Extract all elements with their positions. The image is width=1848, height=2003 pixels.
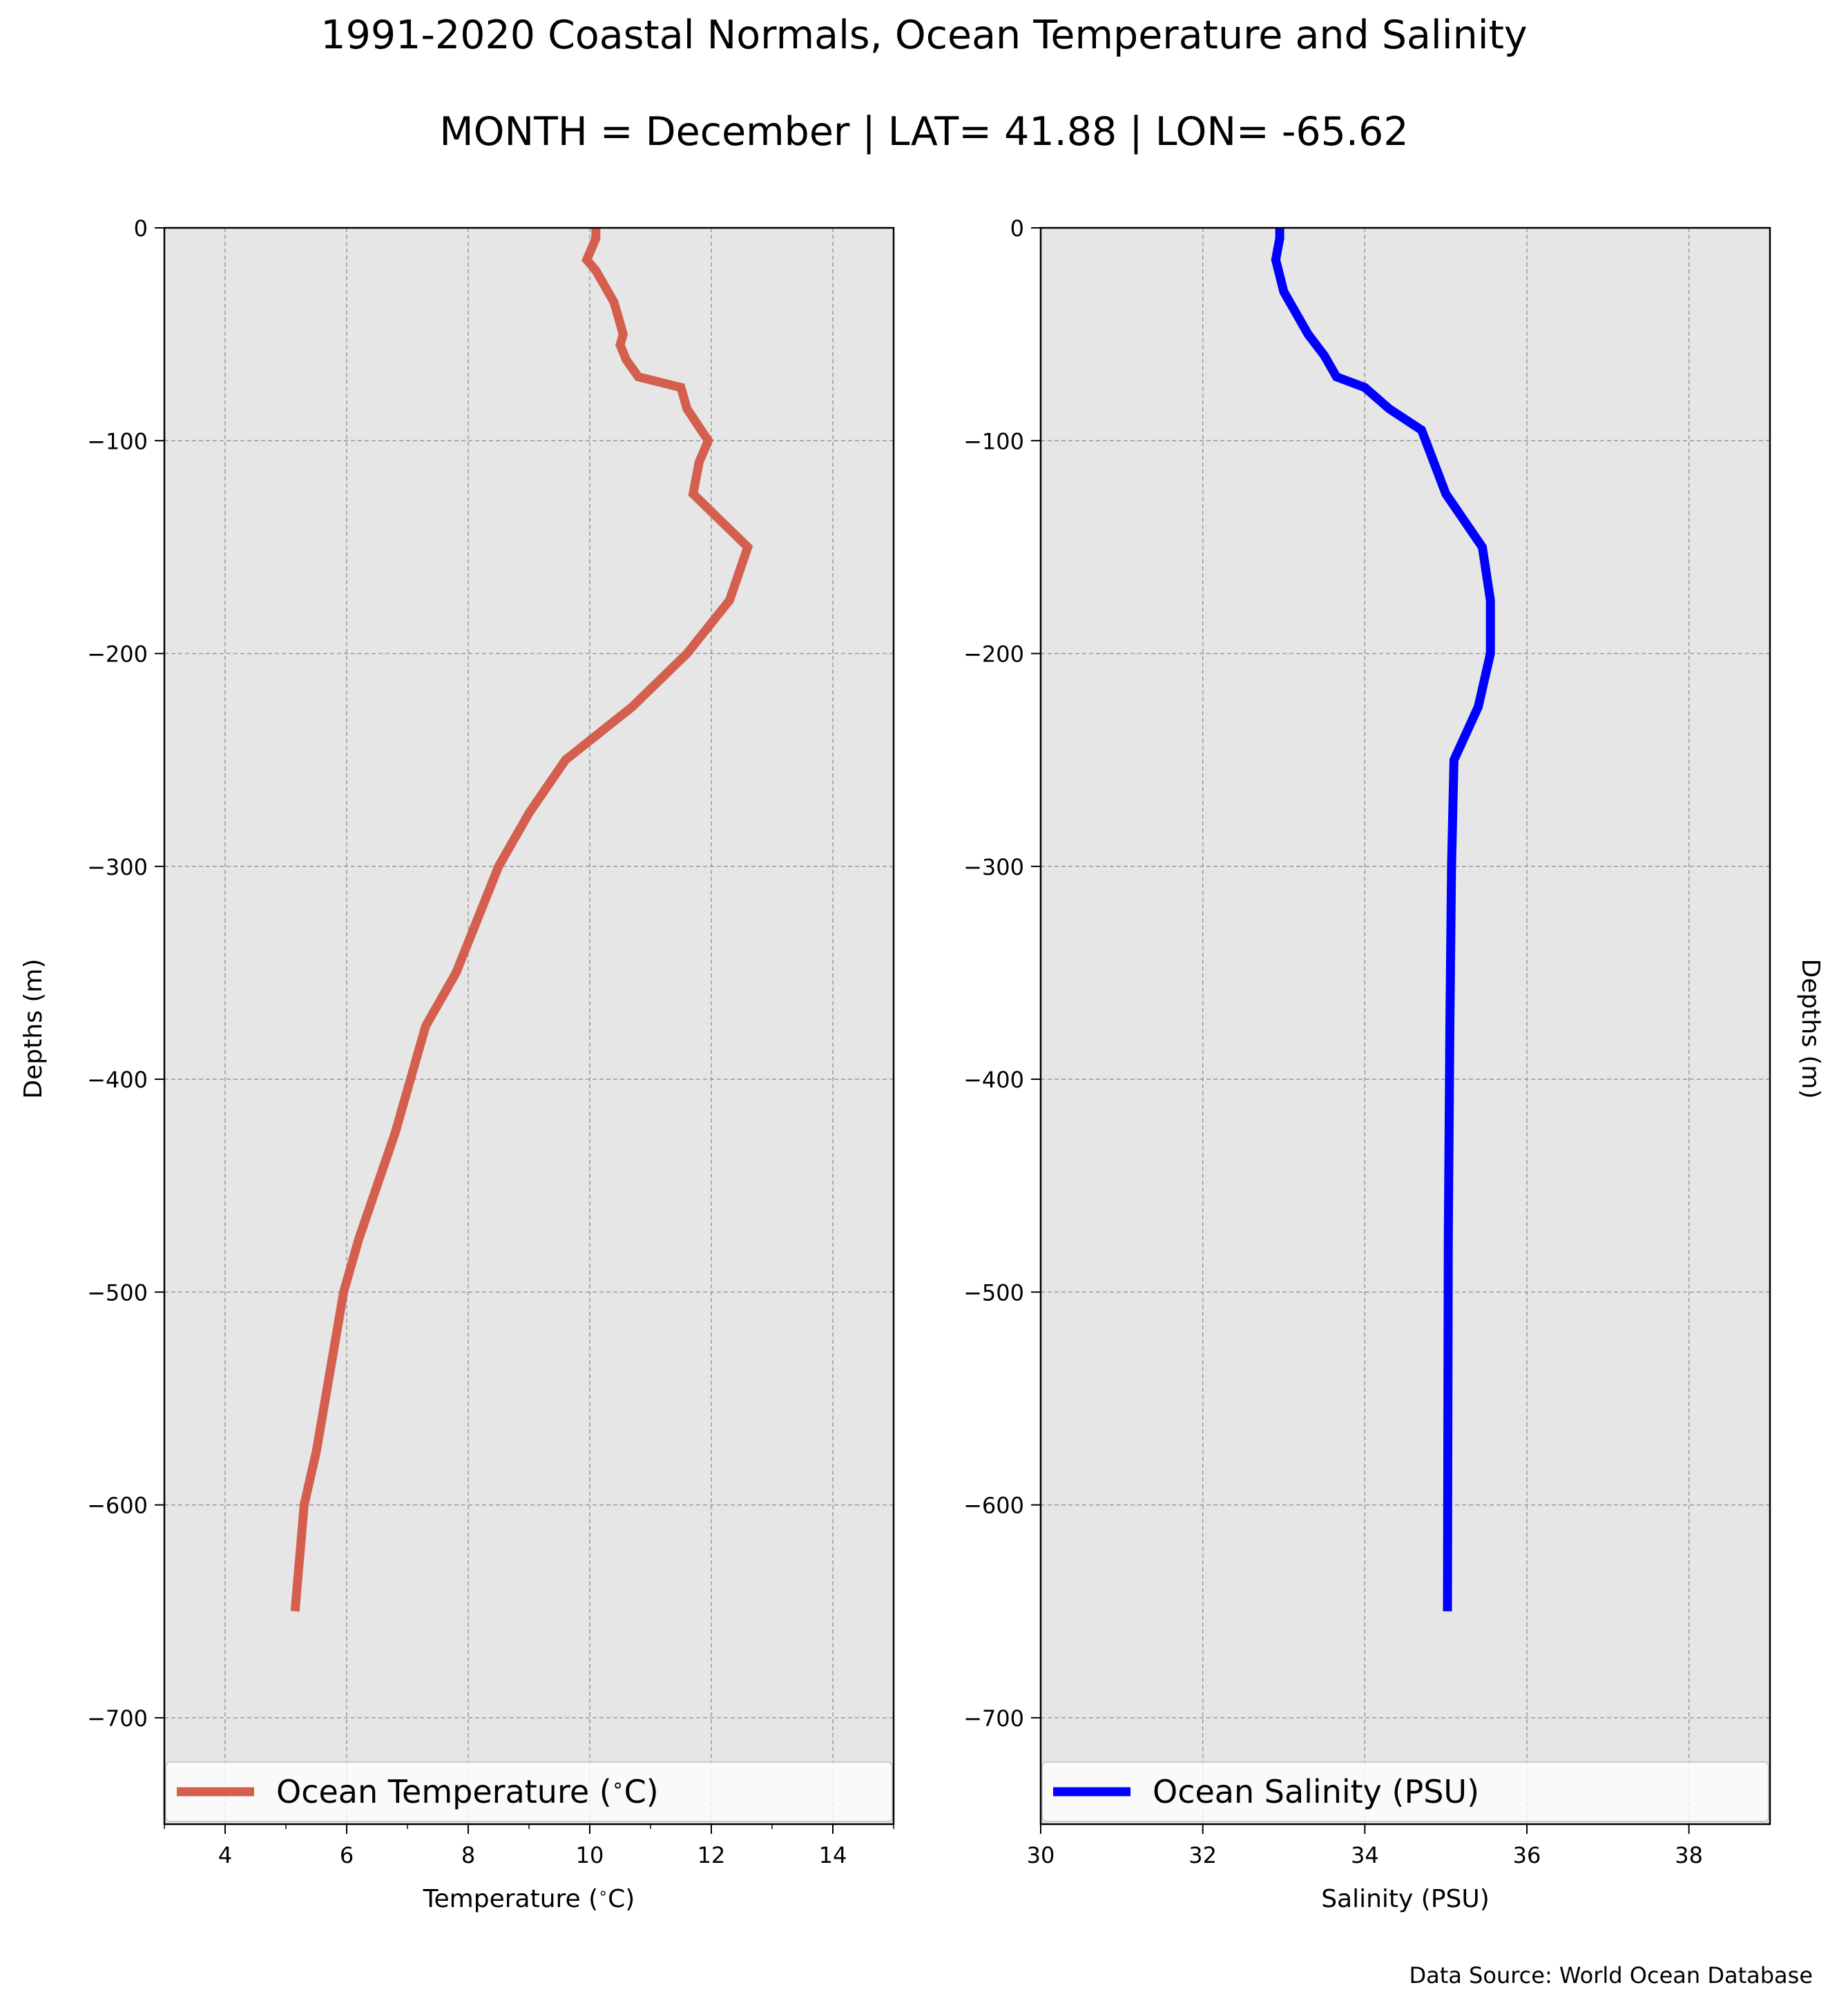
plot-area xyxy=(164,228,894,1824)
y-tick-label: −200 xyxy=(87,641,148,668)
axes-frame xyxy=(1039,226,1771,1826)
legend-frame xyxy=(165,1761,893,1822)
x-tick-label: 32 xyxy=(1188,1842,1217,1868)
x-tick-label: 12 xyxy=(697,1842,726,1868)
legend: Ocean Temperature (∘C) xyxy=(165,1761,893,1822)
x-tick-label: 14 xyxy=(819,1842,847,1868)
x-tick-label: 30 xyxy=(1027,1842,1055,1868)
left-y-axis-title: Depths (m) xyxy=(19,958,48,1099)
plot-area xyxy=(1041,228,1770,1824)
legend-frame xyxy=(1041,1761,1769,1822)
y-tick-label: −300 xyxy=(963,854,1024,880)
y-tick-label: 0 xyxy=(1010,215,1024,242)
x-tick-label: 6 xyxy=(340,1842,354,1868)
y-tick-label: −400 xyxy=(87,1067,148,1093)
temperature-panel: Ocean Temperature (∘C) 0 −100 −200 −300 −400 −… xyxy=(87,215,895,1913)
x-tick-label: 38 xyxy=(1675,1842,1703,1868)
y-tick-label: −200 xyxy=(963,641,1024,668)
y-tick-label: −500 xyxy=(963,1279,1024,1306)
legend-label: Ocean Temperature (∘C) xyxy=(276,1773,659,1810)
x-tick-label: 36 xyxy=(1513,1842,1541,1868)
salinity-panel: Ocean Salinity (PSU) 0 −100 −200 −300 −400 −50… xyxy=(963,215,1771,1913)
series-line xyxy=(290,228,753,1612)
y-tick-label: −700 xyxy=(87,1705,148,1732)
y-tick-label: −100 xyxy=(87,428,148,454)
y-tick-label: −300 xyxy=(87,854,148,880)
y-tick-label: −600 xyxy=(87,1493,148,1519)
figure-title: 1991-2020 Coastal Normals, Ocean Tempera… xyxy=(320,12,1527,58)
y-tick-label: −600 xyxy=(963,1493,1024,1519)
data-source-note: Data Source: World Ocean Database xyxy=(1409,1962,1813,1989)
legend-label: Ocean Salinity (PSU) xyxy=(1153,1773,1479,1810)
right-y-axis-title: Depths (m) xyxy=(1796,958,1825,1099)
y-tick-label: 0 xyxy=(134,215,148,242)
y-tick-label: −500 xyxy=(87,1279,148,1306)
x-tick-label: 34 xyxy=(1351,1842,1379,1868)
y-tick-label: −100 xyxy=(963,428,1024,454)
x-tick-label: 10 xyxy=(576,1842,604,1868)
series-line xyxy=(1271,228,1495,1612)
y-tick-label: −700 xyxy=(963,1705,1024,1732)
figure-subtitle: MONTH = December | LAT= 41.88 | LON= -65… xyxy=(439,109,1408,155)
y-tick-label: −400 xyxy=(963,1067,1024,1093)
x-axis-title: Salinity (PSU) xyxy=(1321,1885,1490,1913)
legend: Ocean Salinity (PSU) xyxy=(1041,1761,1769,1822)
x-tick-label: 4 xyxy=(218,1842,232,1868)
x-tick-label: 8 xyxy=(461,1842,475,1868)
